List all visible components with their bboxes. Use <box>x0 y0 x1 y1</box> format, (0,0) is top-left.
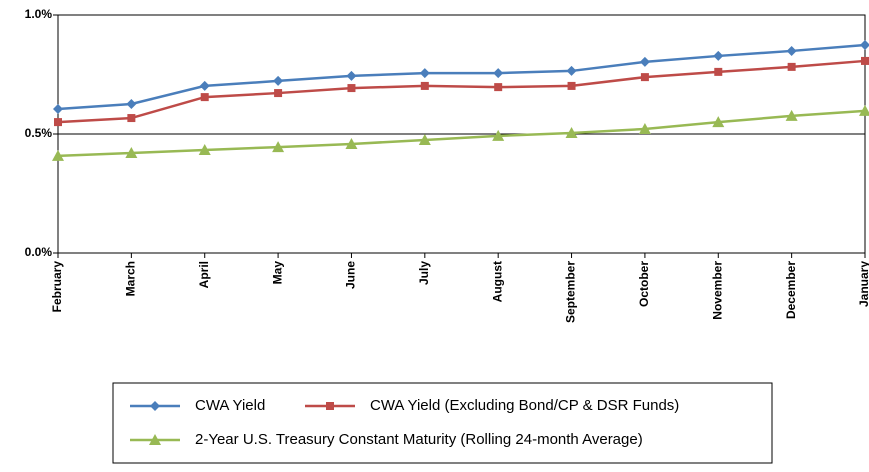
y-tick-label: 0.5% <box>25 126 53 140</box>
legend-marker <box>326 402 334 410</box>
point <box>492 129 505 141</box>
point <box>493 68 504 79</box>
y-tick-label: 1.0% <box>25 7 53 21</box>
x-tick-label: March <box>124 261 138 296</box>
point <box>347 84 356 93</box>
point <box>638 123 651 135</box>
legend-box <box>112 382 773 464</box>
series-line <box>57 109 866 158</box>
point <box>419 68 430 79</box>
point <box>198 143 211 155</box>
point <box>273 75 284 86</box>
point <box>565 127 578 139</box>
point <box>494 83 503 92</box>
point <box>785 109 798 121</box>
point <box>714 67 723 76</box>
x-tick-label: June <box>344 261 358 289</box>
point <box>712 116 725 128</box>
x-tick-label: April <box>197 261 211 288</box>
point <box>786 45 797 56</box>
point <box>418 133 431 145</box>
x-tick-label: May <box>270 261 284 285</box>
x-tick-label: October <box>637 261 651 307</box>
series-line <box>57 43 866 111</box>
point <box>860 39 869 50</box>
point <box>640 73 649 82</box>
point <box>53 104 63 115</box>
legend-marker <box>150 401 160 411</box>
point <box>787 62 796 71</box>
x-tick-label: February <box>50 261 64 313</box>
point <box>345 137 358 149</box>
point <box>125 147 138 159</box>
point <box>199 80 210 91</box>
x-tick-label: August <box>490 261 504 302</box>
point <box>346 70 357 81</box>
x-tick-label: November <box>710 261 724 320</box>
point <box>52 149 64 161</box>
point <box>861 56 869 65</box>
x-tick-label: September <box>564 261 578 323</box>
series-line <box>57 59 866 124</box>
point <box>272 141 285 153</box>
legend-label: CWA Yield (Excluding Bond/CP & DSR Funds… <box>370 397 679 414</box>
legend-label: 2-Year U.S. Treasury Constant Maturity (… <box>195 431 643 448</box>
point <box>274 89 283 98</box>
point <box>639 56 650 67</box>
point <box>126 99 137 110</box>
point <box>200 93 209 102</box>
x-tick-label: January <box>857 261 869 307</box>
point <box>567 81 576 90</box>
x-tick-label: December <box>784 261 798 319</box>
point <box>566 65 577 76</box>
point <box>54 118 62 127</box>
point <box>859 104 869 116</box>
point <box>420 81 429 90</box>
y-tick-label: 0.0% <box>25 245 53 259</box>
x-tick-label: July <box>417 261 431 285</box>
point <box>127 114 136 123</box>
legend-label: CWA Yield <box>195 397 265 414</box>
legend-marker <box>149 434 161 445</box>
point <box>713 50 724 61</box>
